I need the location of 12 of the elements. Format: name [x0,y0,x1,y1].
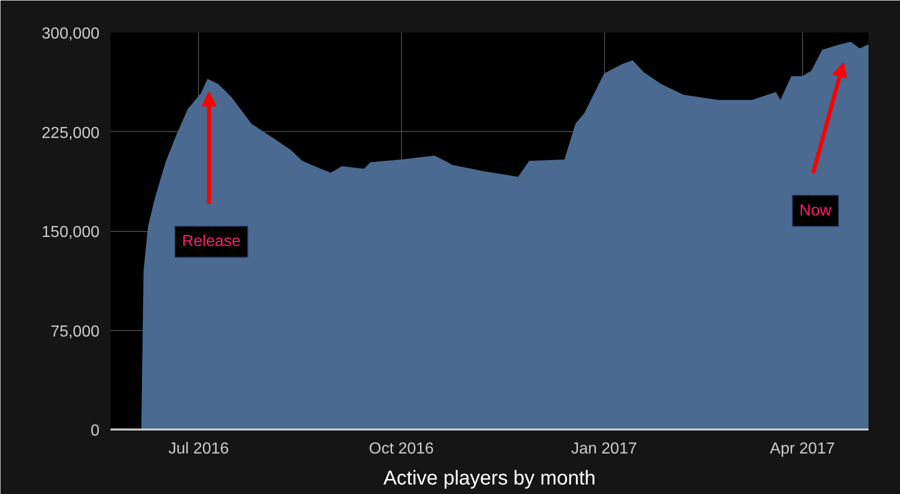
annotation: Release [182,233,241,250]
x-tick-label: Apr 2017 [770,440,835,458]
y-tick-label: 225,000 [42,124,100,142]
y-tick-label: 300,000 [42,26,100,42]
y-tick-label: 150,000 [42,224,100,241]
y-tick-label: 0 [90,422,100,440]
x-tick-label: Jan 2017 [571,440,638,458]
text: Active players by month [383,468,596,490]
x-tick-label: Oct 2016 [368,440,434,458]
annotation: Now [799,202,832,220]
x-tick-label: Jul 2016 [168,440,229,458]
y-tick-label: 75,000 [50,323,100,340]
